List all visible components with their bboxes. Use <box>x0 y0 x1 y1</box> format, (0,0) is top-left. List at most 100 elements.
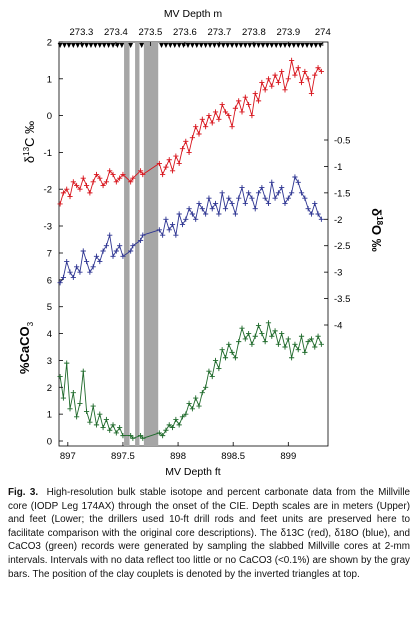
top-tick-label-2: 273.5 <box>139 27 163 38</box>
d18o-point-51 <box>246 190 252 196</box>
bottom-tick-label-4: 899 <box>280 451 296 462</box>
d18o-tick-label-6: -3.5 <box>334 294 350 305</box>
caco3-point-26 <box>163 427 169 433</box>
d18o-point-40 <box>209 206 215 212</box>
caco3-point-3 <box>67 406 73 412</box>
gap-bar-2 <box>143 42 159 446</box>
clay-couplet-markers <box>57 43 323 48</box>
clay-couplet-triangle-26 <box>198 43 204 48</box>
d13c-point-7 <box>80 175 86 181</box>
caco3-point-22 <box>137 433 144 439</box>
d18o-point-45 <box>226 195 232 201</box>
d13c-point-54 <box>255 98 262 104</box>
d18o-point-72 <box>315 211 321 217</box>
d18o-point-8 <box>83 258 90 265</box>
d13c-point-42 <box>216 116 222 122</box>
clay-couplet-triangle-37 <box>247 43 253 48</box>
d13c-point-69 <box>305 76 311 82</box>
top-tick-label-0: 273.3 <box>70 27 94 38</box>
clay-couplet-triangle-3 <box>70 43 76 48</box>
d18o-tick-label-4: -2.5 <box>334 241 350 252</box>
d18o-point-14 <box>103 243 110 249</box>
caco3-point-60 <box>275 341 281 347</box>
caco3-point-20 <box>128 433 134 439</box>
caco3-point-24 <box>156 430 162 436</box>
caco3-point-56 <box>262 339 268 345</box>
bottom-tick-label-2: 898 <box>170 451 186 462</box>
d13c-point-62 <box>282 87 288 93</box>
caco3-point-5 <box>74 414 80 420</box>
d13c-point-6 <box>77 186 83 192</box>
d18o-point-1 <box>60 274 67 281</box>
d18o-tick-label-0: -0.5 <box>334 136 350 147</box>
d13c-point-53 <box>252 90 258 97</box>
top-tick-label-3: 273.6 <box>173 27 197 38</box>
bottom-axis-label: MV Depth ft <box>165 466 221 478</box>
d13c-tick-label-0: 2 <box>47 38 52 49</box>
caco3-point-69 <box>305 339 311 345</box>
caco3-point-34 <box>189 406 195 412</box>
caco3-point-0 <box>57 373 63 380</box>
d13c-tick-label-4: -2 <box>44 185 52 196</box>
plot-frame <box>58 41 329 447</box>
d18o-point-71 <box>312 200 318 207</box>
d13c-point-1 <box>60 190 67 196</box>
caco3-point-33 <box>186 400 192 406</box>
d18o-point-60 <box>275 190 281 196</box>
caco3-point-7 <box>80 368 86 374</box>
d18o-point-53 <box>252 206 258 212</box>
caco3-point-58 <box>269 333 275 339</box>
clay-couplet-triangle-27 <box>203 43 209 48</box>
d13c-point-20 <box>128 179 134 185</box>
caco3-point-52 <box>249 341 255 347</box>
d18o-point-47 <box>232 211 238 217</box>
clay-couplet-triangle-30 <box>216 43 222 48</box>
caco3-point-67 <box>298 333 305 339</box>
d18o-tick-label-1: -1 <box>334 162 342 173</box>
d13c-point-21 <box>130 175 136 181</box>
d18o-point-48 <box>236 195 242 201</box>
d18o-point-19 <box>120 253 126 259</box>
top-tick-label-7: 274 <box>315 27 331 38</box>
d18o-point-11 <box>93 253 100 259</box>
d18o-point-26 <box>163 216 169 222</box>
d18o-series-line <box>59 175 322 283</box>
d13c-point-29 <box>173 153 179 159</box>
clay-couplet-triangle-49 <box>300 43 306 48</box>
d18o-point-37 <box>199 206 205 212</box>
caco3-tick-label-4: 3 <box>47 356 52 367</box>
d13c-point-3 <box>67 193 73 200</box>
clay-couplet-triangle-53 <box>317 43 323 48</box>
d13c-point-39 <box>206 113 212 119</box>
caco3-tick-label-2: 5 <box>47 302 52 313</box>
clay-couplet-triangle-2 <box>66 43 72 48</box>
clay-couplet-triangle-44 <box>278 43 283 48</box>
d18o-point-49 <box>239 184 245 191</box>
caco3-point-66 <box>295 347 301 353</box>
series-layer <box>57 57 324 441</box>
no-data-gap-bars <box>124 42 159 446</box>
d13c-point-47 <box>232 105 238 111</box>
clay-couplet-triangle-39 <box>256 43 261 48</box>
clay-couplet-triangle-46 <box>287 43 292 48</box>
d18o-point-63 <box>285 195 291 201</box>
d13c-point-26 <box>163 164 169 170</box>
d18o-point-52 <box>249 195 255 201</box>
clay-couplet-triangle-23 <box>185 43 191 48</box>
caco3-point-4 <box>70 390 76 396</box>
d13c-point-71 <box>312 72 318 78</box>
d18o-point-69 <box>305 206 311 212</box>
caco3-point-57 <box>265 320 272 326</box>
clay-couplet-triangle-50 <box>304 43 310 48</box>
d13c-point-41 <box>212 109 219 115</box>
d13c-point-46 <box>229 124 235 130</box>
top-tick-label-6: 273.9 <box>276 27 300 38</box>
d18o-point-16 <box>110 253 116 259</box>
d13c-point-36 <box>196 131 202 137</box>
clay-couplet-triangle-32 <box>225 43 231 48</box>
d13c-point-57 <box>265 76 272 82</box>
caco3-point-23 <box>140 435 146 441</box>
d13c-point-51 <box>246 101 252 108</box>
d13c-point-33 <box>186 149 192 155</box>
d13c-point-27 <box>166 157 172 163</box>
